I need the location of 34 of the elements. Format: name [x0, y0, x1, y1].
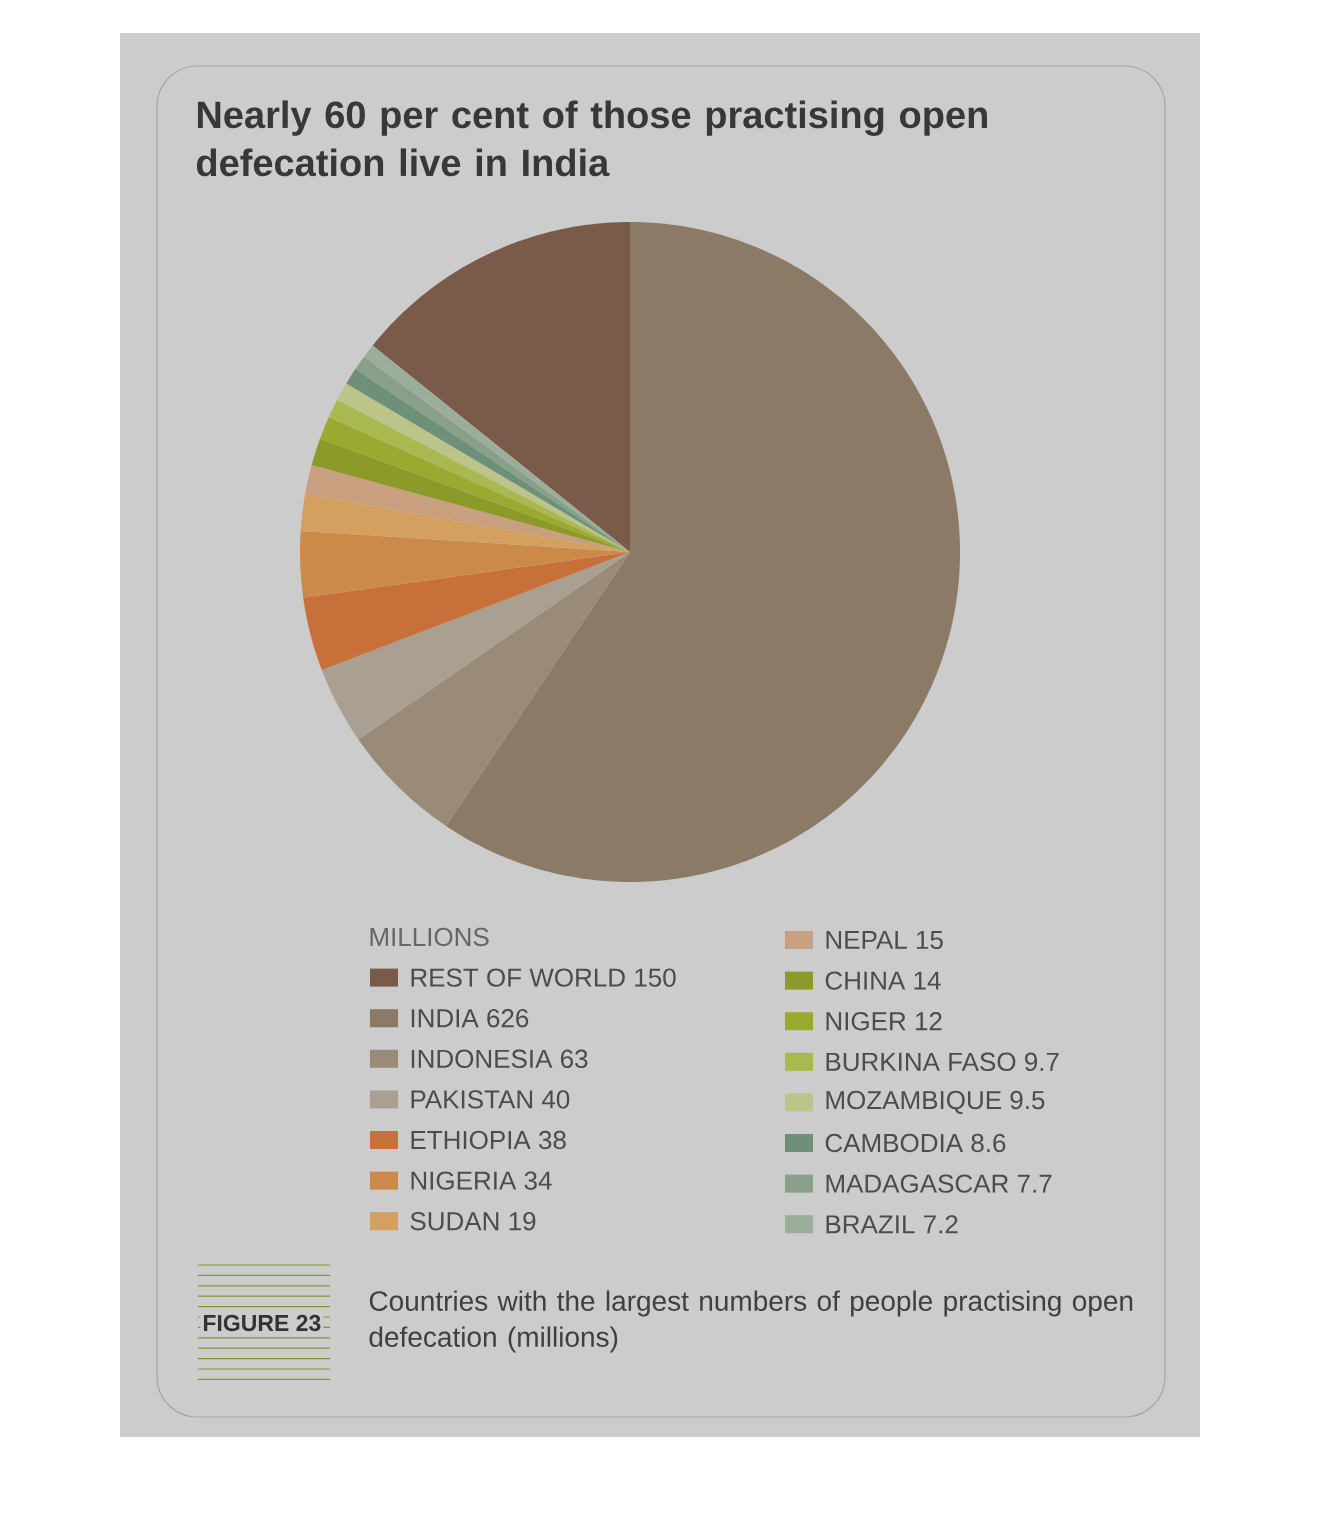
data-label: 15 [916, 930, 943, 950]
data-label: 34 [524, 1171, 552, 1190]
legend-label: MOZAMBIQUE [826, 1090, 1001, 1114]
legend-label: BRAZIL [826, 1215, 915, 1234]
data-label: 12 [915, 1012, 942, 1031]
legend-label: ETHIOPIA [411, 1130, 531, 1150]
legend-label: NIGERIA [411, 1171, 517, 1190]
legend-label: INDONESIA [411, 1049, 553, 1069]
data-label: 14 [914, 971, 941, 990]
data-label: 7.7 [1017, 1174, 1052, 1193]
legend-label: SUDAN [410, 1212, 499, 1231]
legend-label: CHINA [825, 971, 906, 990]
legend-label: NIGER [826, 1012, 906, 1031]
legend-label: INDIA [411, 1009, 479, 1028]
legend-title: MILLIONS [370, 927, 489, 947]
caption: FIGURE 23 [203, 1314, 321, 1332]
data-label: 19 [509, 1212, 536, 1231]
data-label: 7.2 [924, 1215, 958, 1234]
legend-label: BURKINA FASO [826, 1052, 1016, 1072]
data-label: 626 [487, 1009, 529, 1028]
legend-label: PAKISTAN [411, 1090, 533, 1109]
data-label: 63 [560, 1049, 588, 1069]
legend-label: CAMBODIA [825, 1133, 964, 1153]
data-label: 9.7 [1025, 1052, 1059, 1072]
data-label: 40 [541, 1090, 570, 1109]
data-label: 8.6 [971, 1133, 1006, 1153]
data-label: 150 [635, 968, 676, 987]
data-label: 38 [538, 1130, 566, 1150]
chart-title: Nearly 60 per cent of those practising open defecation live in India [196, 100, 987, 177]
legend-label: MADAGASCAR [826, 1174, 1009, 1193]
data-label: 9.5 [1010, 1090, 1045, 1110]
text: Countries with the largest numbers of people practising open defecation (millions) [369, 1290, 1133, 1353]
legend-label: REST OF WORLD [411, 968, 625, 987]
legend-label: NEPAL [826, 930, 907, 949]
